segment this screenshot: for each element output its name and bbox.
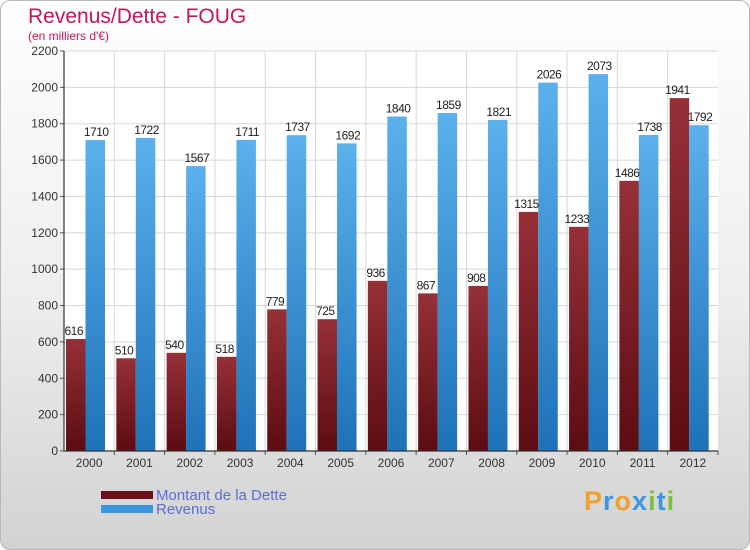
value-label-revenus-2000: 1710 xyxy=(84,125,110,139)
x-tick-label: 2008 xyxy=(478,456,505,470)
x-tick-label: 2007 xyxy=(428,456,455,470)
value-label-revenus-2003: 1711 xyxy=(235,125,260,139)
logo-letter: i xyxy=(666,486,676,516)
x-tick-label: 2002 xyxy=(176,456,203,470)
value-label-revenus-2012: 1792 xyxy=(688,110,714,124)
legend-swatch-debt xyxy=(101,491,153,499)
bar-dette-2007 xyxy=(418,293,438,451)
bar-revenus-2009 xyxy=(538,82,558,452)
bar-dette-2001 xyxy=(116,358,136,451)
proxiti-logo: Proxiti xyxy=(584,486,675,517)
value-label-revenus-2010: 2073 xyxy=(587,59,613,73)
bar-dette-2010 xyxy=(569,226,589,451)
legend-item-revenus: Revenus xyxy=(101,500,216,518)
value-label-dette-2011: 1486 xyxy=(615,166,641,180)
bar-revenus-2005 xyxy=(337,143,357,451)
y-tick-label: 200 xyxy=(38,408,58,422)
bar-dette-2002 xyxy=(166,352,187,451)
value-label-revenus-2009: 2026 xyxy=(537,68,563,82)
y-tick-label: 2200 xyxy=(31,44,58,58)
x-tick-label: 2001 xyxy=(126,456,153,470)
bar-revenus-2001 xyxy=(135,137,156,451)
y-tick-label: 1800 xyxy=(31,117,58,131)
x-tick-label: 2009 xyxy=(529,456,556,470)
value-label-dette-2012: 1941 xyxy=(665,83,691,97)
value-label-revenus-2001: 1722 xyxy=(134,123,160,137)
value-label-dette-2004: 779 xyxy=(266,294,285,308)
value-label-revenus-2005: 1692 xyxy=(335,128,361,142)
x-tick-label: 2012 xyxy=(679,456,706,470)
bar-dette-2006 xyxy=(367,280,388,451)
y-tick-label: 1600 xyxy=(31,153,58,167)
bar-revenus-2008 xyxy=(487,119,508,451)
value-label-dette-2000: 616 xyxy=(64,324,83,338)
logo-letter: x xyxy=(632,486,649,516)
bar-revenus-2010 xyxy=(588,74,609,451)
value-label-revenus-2006: 1840 xyxy=(386,101,412,115)
x-tick-label: 2000 xyxy=(76,456,103,470)
bars-layer xyxy=(66,74,709,452)
bar-revenus-2002 xyxy=(186,166,206,451)
legend-label-revenus: Revenus xyxy=(156,500,216,518)
value-label-revenus-2002: 1567 xyxy=(185,151,211,165)
x-tick-label: 2006 xyxy=(378,456,405,470)
legend-swatch-revenus xyxy=(101,505,153,513)
logo-letter: i xyxy=(648,486,657,516)
value-label-dette-2007: 867 xyxy=(417,278,436,292)
y-tick-label: 1000 xyxy=(31,262,58,276)
value-label-revenus-2011: 1738 xyxy=(637,120,663,134)
value-label-dette-2002: 540 xyxy=(165,338,184,352)
x-tick-label: 2005 xyxy=(327,456,354,470)
x-tick-label: 2010 xyxy=(579,456,606,470)
y-tick-label: 1200 xyxy=(31,226,58,240)
value-label-dette-2010: 1233 xyxy=(564,212,590,226)
bar-dette-2004 xyxy=(267,309,287,451)
bar-dette-2005 xyxy=(317,319,338,451)
value-label-revenus-2008: 1821 xyxy=(486,105,512,119)
y-tick-label: 800 xyxy=(38,299,58,313)
value-label-revenus-2007: 1859 xyxy=(436,98,462,112)
value-label-dette-2001: 510 xyxy=(115,343,134,357)
value-label-dette-2006: 936 xyxy=(366,266,385,280)
bar-revenus-2012 xyxy=(689,125,709,451)
value-label-dette-2005: 725 xyxy=(316,304,335,318)
bar-dette-2011 xyxy=(619,180,639,451)
logo-letter: t xyxy=(656,486,667,516)
y-tick-label: 400 xyxy=(38,371,58,385)
labels-layer: 616 1710 510 1722 540 1567 518 1711 779 1737 725 16… xyxy=(64,59,713,357)
value-label-revenus-2004: 1737 xyxy=(285,120,311,134)
bar-revenus-2003 xyxy=(236,139,256,451)
bar-dette-2008 xyxy=(468,285,488,451)
logo-letter: o xyxy=(614,486,633,516)
legend-label-debt: Montant de la Dette xyxy=(156,486,287,504)
axis-layer: 0 200 400 600 800 1000 1200 1400 1600 1800 2000 220… xyxy=(31,44,719,470)
value-label-dette-2008: 908 xyxy=(467,271,486,285)
value-label-dette-2009: 1315 xyxy=(514,197,540,211)
bar-revenus-2007 xyxy=(437,113,458,451)
bar-dette-2000 xyxy=(66,339,86,451)
bar-revenus-2000 xyxy=(85,140,105,451)
chart-title: Revenus/Dette - FOUG xyxy=(28,5,247,28)
logo-letter: r xyxy=(603,486,615,516)
chart-subtitle: (en milliers d'€) xyxy=(28,29,109,43)
value-label-dette-2003: 518 xyxy=(215,342,234,356)
bar-dette-2003 xyxy=(216,356,237,451)
bar-dette-2009 xyxy=(518,211,539,451)
bar-dette-2012 xyxy=(669,98,690,451)
bar-revenus-2006 xyxy=(387,116,407,452)
x-tick-label: 2003 xyxy=(227,456,254,470)
legend-item-debt: Montant de la Dette xyxy=(101,486,287,504)
y-tick-label: 600 xyxy=(38,335,58,349)
bar-revenus-2011 xyxy=(638,135,659,451)
bar-revenus-2004 xyxy=(286,135,307,451)
y-tick-label: 0 xyxy=(51,444,58,458)
y-tick-label: 2000 xyxy=(31,80,58,94)
logo-letter: P xyxy=(584,486,604,516)
x-tick-label: 2011 xyxy=(630,456,656,470)
y-tick-label: 1400 xyxy=(31,189,58,203)
x-tick-label: 2004 xyxy=(277,456,304,470)
